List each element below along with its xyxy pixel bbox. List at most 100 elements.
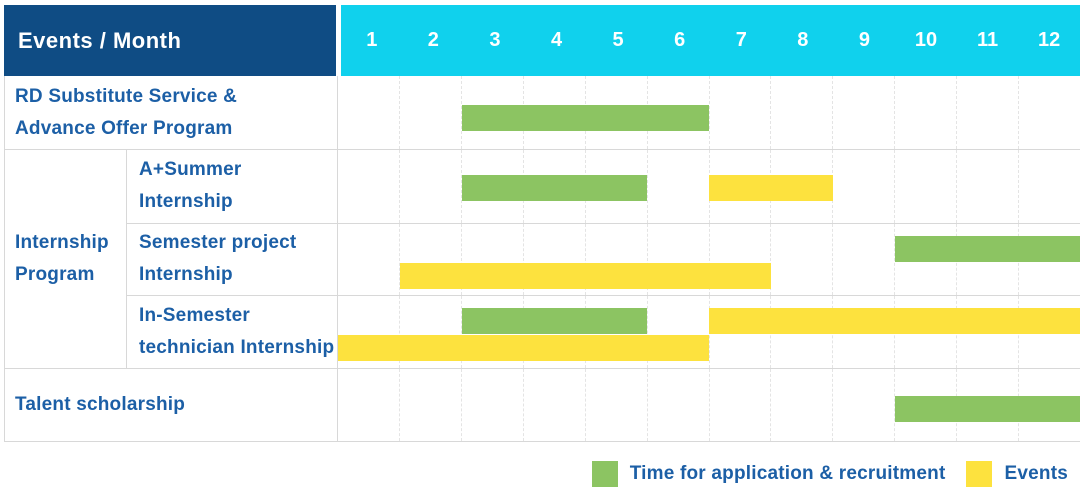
month-gridcol <box>586 223 648 296</box>
month-gridcol <box>400 296 462 368</box>
month-gridcol <box>771 76 834 149</box>
month-gridcol <box>400 76 462 149</box>
month-header-cell: 2 <box>427 29 439 51</box>
bar-events <box>399 262 771 289</box>
month-gridcol <box>710 76 772 149</box>
row-label-line: Talent scholarship <box>15 394 186 415</box>
row-label-talent-scholarship: Talent scholarship <box>5 369 338 441</box>
month-gridcol <box>338 369 400 441</box>
month-header-cell: 12 <box>1038 29 1061 51</box>
month-gridcol <box>648 223 710 296</box>
month-gridcol <box>524 369 586 441</box>
row-a-plus-summer: A+Summer Internship <box>127 150 1080 223</box>
month-gridcol <box>771 223 834 296</box>
month-gridcol <box>957 76 1020 149</box>
month-gridcol <box>648 150 710 223</box>
header-gap <box>336 5 341 76</box>
bar-events <box>709 308 1080 335</box>
events-month-header: Events / Month <box>4 5 336 76</box>
row-internship-program: Internship Program A+Summer Internship Semes… <box>5 149 1080 368</box>
bar-events <box>338 335 709 362</box>
bar-application-recruitment <box>894 396 1080 422</box>
month-header-cell: 6 <box>674 29 686 51</box>
chart-cell-talent-scholarship <box>338 369 1080 441</box>
month-gridcol <box>833 223 896 296</box>
month-header-cell: 10 <box>914 29 938 51</box>
month-gridcol <box>462 223 524 296</box>
row-label-line: Program <box>15 264 95 285</box>
chart-cell-a-plus-summer <box>338 150 1080 223</box>
month-gridcol <box>648 369 710 441</box>
month-gridcol <box>338 296 400 368</box>
month-gridcol <box>648 76 710 149</box>
legend-item-green: Time for application & recruitment <box>591 461 946 487</box>
legend-label: Time for application & recruitment <box>629 463 946 484</box>
month-header-cell: 8 <box>797 29 809 51</box>
row-semester-project: Semester project Internship <box>127 222 1080 296</box>
legend-swatch-yellow <box>966 461 993 487</box>
row-label-line: Internship <box>15 232 109 253</box>
month-gridcol <box>586 369 648 441</box>
chart-cell-semester-project <box>338 223 1080 296</box>
row-talent-scholarship: Talent scholarship <box>5 368 1080 441</box>
row-label-line: A+Summer <box>139 159 242 181</box>
row-label-line: In-Semester <box>139 305 250 327</box>
month-gridcol <box>338 223 400 296</box>
bar-application-recruitment <box>461 175 648 201</box>
month-gridcol <box>710 223 772 296</box>
month-header-cell: 1 <box>366 29 378 51</box>
month-gridcol <box>338 76 400 149</box>
row-label-semester-project: Semester project Internship <box>127 223 338 296</box>
month-gridcol <box>400 223 462 296</box>
chart-cell-rd-substitute <box>338 76 1080 149</box>
month-gridcol <box>771 369 834 441</box>
month-gridcol <box>833 150 896 223</box>
month-header-cell: 11 <box>976 29 999 51</box>
legend-label: Events <box>1004 463 1068 484</box>
month-gridcol <box>833 76 896 149</box>
row-label-line: RD Substitute Service & <box>15 85 238 107</box>
table-body: RD Substitute Service & Advance Offer Pro… <box>4 76 1080 442</box>
legend: Time for application & recruitment Events <box>0 461 1080 487</box>
month-gridlines <box>338 76 1080 149</box>
subrows-internship-program: A+Summer Internship Semester project Intern… <box>127 150 1080 368</box>
bar-application-recruitment <box>461 308 648 335</box>
month-gridcol <box>710 369 772 441</box>
row-label-line: Advance Offer Program <box>15 117 233 139</box>
chart-cell-in-semester-technician <box>338 296 1080 368</box>
month-gridcol <box>1019 150 1080 223</box>
month-gridcol <box>400 369 462 441</box>
legend-item-yellow: Events <box>966 461 1068 487</box>
table-header-row: Events / Month 1 2 3 4 5 6 7 8 9 10 11 12 <box>4 5 1080 76</box>
month-header-cell: 5 <box>612 29 624 51</box>
row-label-rd-substitute: RD Substitute Service & Advance Offer Pro… <box>5 76 338 149</box>
bar-application-recruitment <box>461 105 709 131</box>
month-header: 1 2 3 4 5 6 7 8 9 10 11 12 <box>341 5 1080 76</box>
month-gridcol <box>462 369 524 441</box>
row-label-line: technician Internship <box>139 337 335 359</box>
month-header-cell: 4 <box>550 29 563 51</box>
month-gridcol <box>771 150 834 223</box>
month-header-cell: 7 <box>735 29 747 51</box>
month-gridcol <box>1019 76 1080 149</box>
gantt-table: Events / Month 1 2 3 4 5 6 7 8 9 10 11 12 RD Substi… <box>4 5 1080 442</box>
bar-events <box>709 175 833 201</box>
month-gridcol <box>895 150 958 223</box>
row-rd-substitute: RD Substitute Service & Advance Offer Pro… <box>5 76 1080 149</box>
month-header-cell: 9 <box>858 29 870 51</box>
month-gridcol <box>524 223 586 296</box>
month-gridcol <box>338 150 400 223</box>
row-label-line: Internship <box>139 191 233 213</box>
row-label-a-plus-summer: A+Summer Internship <box>127 150 338 223</box>
row-in-semester-technician: In-Semester technician Internship <box>127 295 1080 368</box>
month-gridcol <box>400 150 462 223</box>
month-gridcol <box>833 369 896 441</box>
row-label-line: Internship <box>139 264 233 286</box>
month-gridcol <box>895 76 958 149</box>
legend-swatch-green <box>591 461 618 487</box>
group-label-internship-program: Internship Program <box>5 150 127 368</box>
month-header-cell: 3 <box>489 29 501 51</box>
row-label-in-semester-technician: In-Semester technician Internship <box>127 296 338 368</box>
bar-application-recruitment <box>894 235 1080 262</box>
